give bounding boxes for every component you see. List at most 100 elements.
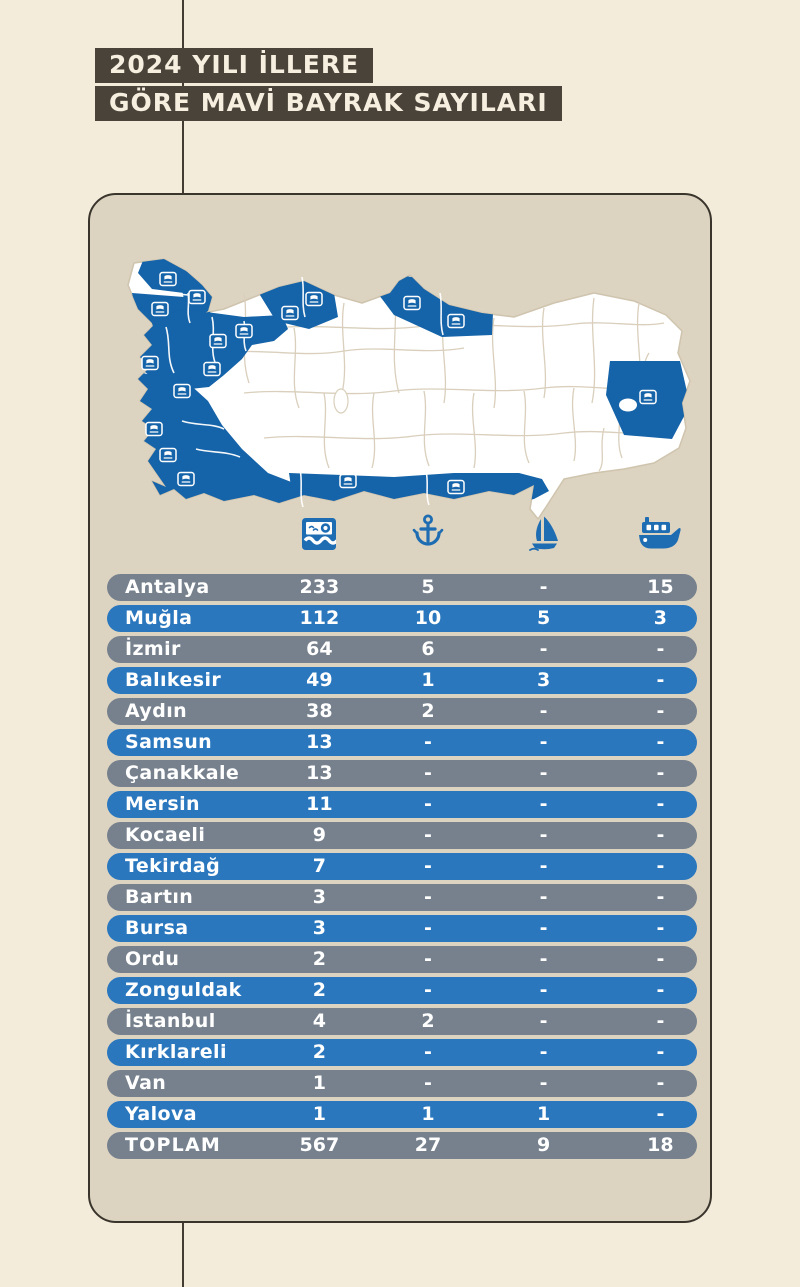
beach-count: 112	[299, 607, 340, 629]
sailboat-count: -	[539, 1072, 548, 1094]
province-label: Bartın	[125, 886, 194, 908]
boat-count: -	[656, 669, 665, 691]
sailboat-count: -	[539, 917, 548, 939]
blue-flag-table: Antalya 233 5 - 15 Muğla 112 10 5 3 İzmi…	[107, 574, 697, 1163]
boat-count: -	[656, 979, 665, 1001]
sailboat-icon	[526, 515, 562, 555]
boat-count: -	[656, 1072, 665, 1094]
table-row: Van 1 - - -	[107, 1070, 697, 1097]
flag-icon	[447, 479, 465, 495]
sailboat-count: -	[539, 1041, 548, 1063]
sailboat-count: -	[539, 1010, 548, 1032]
province-label: Yalova	[125, 1103, 198, 1125]
flag-icon	[173, 383, 191, 399]
beach-count: 4	[312, 1010, 327, 1032]
marina-count: -	[424, 1072, 432, 1094]
flag-icon	[639, 389, 657, 405]
boat-count: -	[656, 917, 665, 939]
province-label: Muğla	[125, 607, 193, 629]
map-table-card: Antalya 233 5 - 15 Muğla 112 10 5 3 İzmi…	[88, 193, 712, 1223]
sailboat-count: -	[539, 700, 548, 722]
marina-count: 2	[421, 1010, 435, 1032]
boat-count: -	[656, 1103, 665, 1125]
marina-count: 10	[414, 607, 442, 629]
flag-icon	[281, 305, 299, 321]
beach-count: 38	[306, 700, 333, 722]
table-row: İstanbul 4 2 - -	[107, 1008, 697, 1035]
table-row: Bartın 3 - - -	[107, 884, 697, 911]
boat-count: 18	[647, 1134, 674, 1156]
province-label: Samsun	[125, 731, 213, 753]
sailboat-count: -	[539, 824, 548, 846]
marina-count: 27	[414, 1134, 442, 1156]
flag-icon	[305, 291, 323, 307]
blue-region-dividers	[139, 276, 444, 508]
boat-count: -	[656, 824, 665, 846]
sailboat-count: -	[539, 886, 548, 908]
marina-count: -	[424, 979, 432, 1001]
province-label: Bursa	[125, 917, 189, 939]
marina-count: -	[424, 762, 432, 784]
flag-icon	[339, 473, 357, 489]
table-row: Aydın 38 2 - -	[107, 698, 697, 725]
flag-markers	[141, 271, 657, 495]
sailboat-count: -	[539, 948, 548, 970]
boat-count: -	[656, 1041, 665, 1063]
beach-count: 49	[306, 669, 333, 691]
sailboat-count: -	[539, 793, 548, 815]
table-row: Kırklareli 2 - - -	[107, 1039, 697, 1066]
title-line-2: GÖRE MAVİ BAYRAK SAYILARI	[95, 86, 562, 121]
province-label: İzmir	[125, 638, 181, 660]
marina-count: 1	[421, 1103, 435, 1125]
province-label: Çanakkale	[125, 762, 240, 784]
beach-icon	[302, 517, 339, 555]
table-row: İzmir 64 6 - -	[107, 636, 697, 663]
marina-count: -	[424, 855, 432, 877]
boat-count: -	[656, 886, 665, 908]
table-row: Ordu 2 - - -	[107, 946, 697, 973]
flag-icon	[403, 295, 421, 311]
province-label: İstanbul	[125, 1010, 216, 1032]
boat-icon	[639, 517, 681, 555]
province-label: Antalya	[125, 576, 210, 598]
boat-count: -	[656, 793, 665, 815]
flag-icon	[235, 323, 253, 339]
flag-icon	[177, 471, 195, 487]
beach-count: 2	[312, 979, 327, 1001]
boat-count: -	[656, 855, 665, 877]
table-row: Muğla 112 10 5 3	[107, 605, 697, 632]
beach-count: 3	[312, 886, 327, 908]
table-row: Antalya 233 5 - 15	[107, 574, 697, 601]
province-label: Balıkesir	[125, 669, 222, 691]
table-row: Çanakkale 13 - - -	[107, 760, 697, 787]
beach-count: 567	[299, 1134, 340, 1156]
marina-count: 2	[421, 700, 435, 722]
boat-count: -	[656, 948, 665, 970]
title-block: 2024 YILI İLLERE GÖRE MAVİ BAYRAK SAYILA…	[95, 48, 562, 124]
sailboat-count: 9	[536, 1134, 551, 1156]
boat-count: -	[656, 762, 665, 784]
flag-icon	[203, 361, 221, 377]
province-borders	[223, 287, 670, 472]
sailboat-count: 5	[536, 607, 551, 629]
marina-count: -	[424, 917, 432, 939]
lake-tuz	[333, 388, 349, 414]
sailboat-count: -	[539, 855, 548, 877]
boat-count: 3	[653, 607, 668, 629]
beach-count: 2	[312, 1041, 327, 1063]
sailboat-count: -	[539, 731, 548, 753]
title-line-1: 2024 YILI İLLERE	[95, 48, 374, 83]
flag-icon	[209, 333, 227, 349]
boat-count: -	[656, 638, 665, 660]
beach-count: 13	[306, 731, 333, 753]
beach-count: 233	[299, 576, 340, 598]
province-label: Kırklareli	[125, 1041, 227, 1063]
province-label: TOPLAM	[125, 1134, 221, 1156]
marina-count: -	[424, 731, 432, 753]
table-row: Yalova 1 1 1 -	[107, 1101, 697, 1128]
beach-count: 13	[306, 762, 333, 784]
table-row: Bursa 3 - - -	[107, 915, 697, 942]
marina-count: -	[424, 948, 432, 970]
sailboat-count: -	[539, 762, 548, 784]
